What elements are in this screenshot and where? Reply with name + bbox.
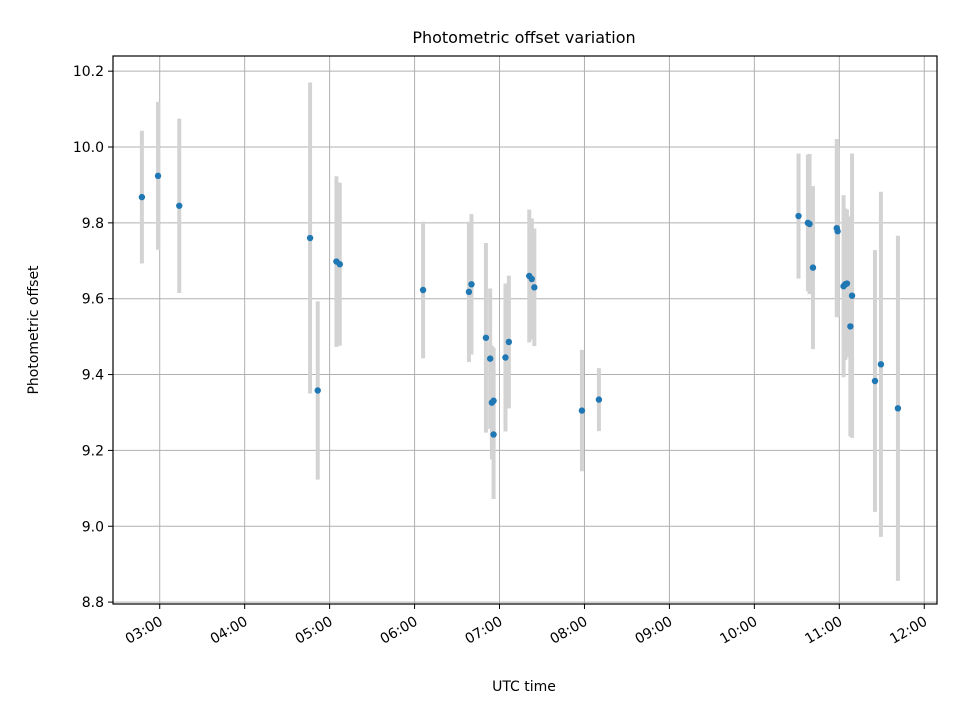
data-point [806,220,813,228]
data-point [578,407,586,414]
data-point [505,338,513,346]
data-point [138,193,146,201]
y-axis-label: Photometric offset [26,265,42,395]
y-tick-label: 9.2 [82,443,104,459]
data-point [490,431,497,438]
data-point [468,281,475,288]
data-point [848,292,856,299]
data-point [894,405,902,412]
data-point [531,284,538,291]
y-tick-label: 10.2 [73,64,104,80]
data-point [176,202,183,209]
data-point [847,323,854,330]
data-point [502,354,509,361]
data-point [419,286,427,294]
data-point [336,261,344,268]
grid-lines [113,56,937,604]
data-point [877,361,885,368]
data-point [871,377,879,385]
data-point [306,234,314,242]
data-point [795,212,802,220]
plot-frame [112,55,938,605]
y-tick-label: 9.4 [82,368,104,384]
data-point [595,396,603,403]
y-axis-ticks: 8.8 9.0 9.2 9.4 9.6 9.8 10.0 10.2 [73,64,113,611]
data-point [314,387,321,394]
data-point [465,288,473,296]
data-point [154,172,162,180]
data-point [834,228,841,235]
data-point [528,275,535,283]
x-axis-label: UTC time [492,679,556,695]
data-point [486,355,494,362]
data-points [138,172,902,438]
data-point [843,280,851,287]
y-tick-label: 10.0 [73,140,104,156]
y-tick-label: 9.6 [82,292,104,308]
y-tick-label: 9.0 [82,519,104,535]
data-point [482,334,490,341]
y-tick-label: 8.8 [82,595,104,611]
data-point [490,397,497,404]
y-tick-label: 9.8 [82,216,104,232]
chart-title: Photometric offset variation [412,28,635,47]
data-point [809,264,817,271]
